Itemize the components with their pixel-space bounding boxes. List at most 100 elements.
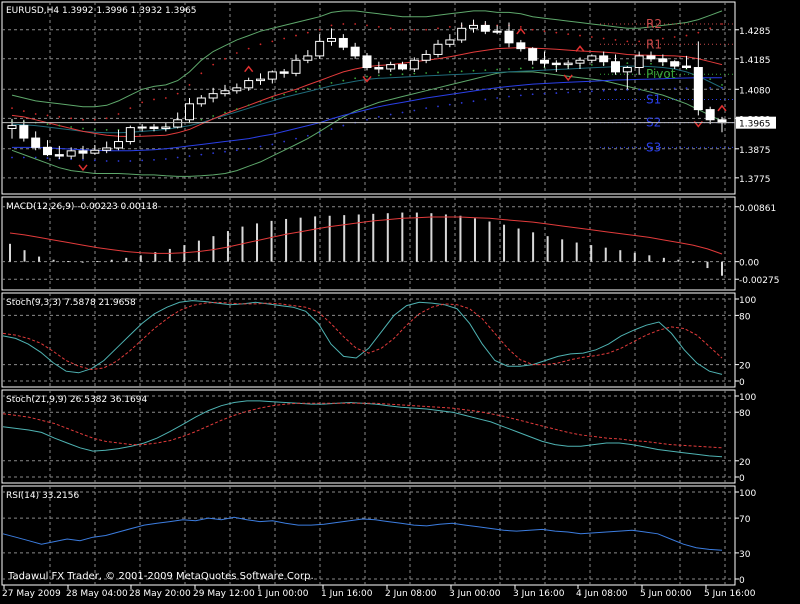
dot-red xyxy=(200,72,203,75)
candle-bear xyxy=(682,65,691,69)
macd-histogram-bar xyxy=(38,256,41,262)
dot-red xyxy=(425,28,428,31)
candle-bear xyxy=(149,126,159,129)
candle-bear xyxy=(658,58,668,63)
candle-bull xyxy=(634,55,644,69)
dot-blue xyxy=(11,156,13,159)
dot-green xyxy=(366,75,368,78)
pivot-label: Pivot xyxy=(646,67,676,81)
dot-blue xyxy=(366,118,368,121)
dot-red xyxy=(590,36,593,38)
candle-bull xyxy=(421,53,431,61)
macd-histogram-bar xyxy=(415,212,418,262)
dot-blue xyxy=(650,88,652,91)
candle-bull xyxy=(315,40,325,57)
dot-blue xyxy=(626,88,629,91)
ytick-label: 0.00861 xyxy=(739,204,776,214)
ytick-label: 100 xyxy=(739,489,756,499)
dot-blue xyxy=(709,86,712,89)
bollinger-upper-line xyxy=(11,10,723,108)
dot-red xyxy=(141,101,144,104)
dot-red xyxy=(531,28,534,31)
ytick-label: 0 xyxy=(739,474,745,484)
dot-red xyxy=(638,40,641,43)
macd-histogram-bar xyxy=(52,259,55,262)
macd-histogram-bar xyxy=(226,231,229,262)
dot-red xyxy=(401,28,404,31)
candle-bull xyxy=(90,149,100,154)
dot-red xyxy=(129,107,132,110)
candle-bear xyxy=(528,48,538,61)
dot-blue xyxy=(212,152,215,155)
candle-bull xyxy=(196,97,206,105)
dot-green xyxy=(531,66,534,69)
dot-blue xyxy=(295,137,297,140)
dot-green xyxy=(626,62,629,65)
dot-red xyxy=(11,107,13,110)
dot-red xyxy=(543,30,546,33)
macd-histogram-bar xyxy=(662,257,665,262)
dot-green xyxy=(519,67,522,70)
fractal-up-marker xyxy=(575,45,585,52)
current-price-label: 1.3965 xyxy=(739,120,771,130)
pane-border-3 xyxy=(1,389,736,484)
candle-bear xyxy=(279,71,289,74)
candle-bull xyxy=(161,126,171,129)
xtick-label: 29 May 12:00 xyxy=(193,589,255,599)
candle-bull xyxy=(303,55,313,61)
dot-green xyxy=(437,71,439,74)
xtick-label: 27 May 2009 xyxy=(2,589,61,599)
dot-green xyxy=(283,93,286,96)
dot-red xyxy=(567,33,570,36)
dot-red xyxy=(318,28,321,31)
macd-histogram-bar xyxy=(183,245,186,262)
dot-red xyxy=(283,37,286,40)
dot-red xyxy=(153,98,155,101)
macd-histogram-bar xyxy=(459,215,462,262)
xtick-label: 1 Jun 16:00 xyxy=(321,589,373,599)
candle-bear xyxy=(338,37,348,48)
dot-blue xyxy=(224,150,226,153)
macd-histogram-bar xyxy=(473,218,476,262)
ytick-label: 1.3775 xyxy=(739,175,771,185)
dot-green xyxy=(590,64,593,66)
dot-red xyxy=(709,27,712,30)
dot-blue xyxy=(472,100,475,103)
macd-histogram-bar xyxy=(125,257,128,262)
macd-histogram-bar xyxy=(633,252,636,262)
macd-title: MACD(12,26,9) -0.00223 0.00118 xyxy=(6,202,158,212)
dot-green xyxy=(508,68,510,70)
candle-bear xyxy=(551,62,561,66)
macd-histogram-bar xyxy=(343,215,346,262)
dot-red xyxy=(271,40,274,43)
candle-bull xyxy=(66,150,76,157)
dot-green xyxy=(448,70,451,73)
dot-red xyxy=(247,47,250,50)
ytick-label: 20 xyxy=(739,362,751,372)
dot-red xyxy=(721,23,723,25)
dot-red xyxy=(70,117,73,120)
macd-histogram-bar xyxy=(444,214,447,262)
dot-blue xyxy=(22,156,25,159)
dot-red xyxy=(58,115,61,118)
xtick-label: 2 Jun 08:00 xyxy=(385,589,437,599)
dot-blue xyxy=(34,156,37,159)
candle-bull xyxy=(291,59,301,74)
dot-blue xyxy=(164,158,167,160)
macd-histogram-bar xyxy=(212,236,215,262)
pivot-label: R2 xyxy=(646,17,662,31)
indicator-title-2: Stoch(9,3,3) 7.5878 21.9658 xyxy=(6,298,136,308)
candle-bull xyxy=(327,37,336,42)
dot-blue xyxy=(425,107,428,110)
candle-bear xyxy=(516,42,526,50)
dot-blue xyxy=(579,91,581,93)
macd-histogram-bar xyxy=(648,255,651,262)
dot-blue xyxy=(673,87,676,90)
dot-green xyxy=(496,68,499,71)
ytick-label: -0.00275 xyxy=(739,276,779,286)
candle-bull xyxy=(433,43,443,55)
dot-red xyxy=(46,114,49,117)
macd-histogram-bar xyxy=(270,220,273,262)
